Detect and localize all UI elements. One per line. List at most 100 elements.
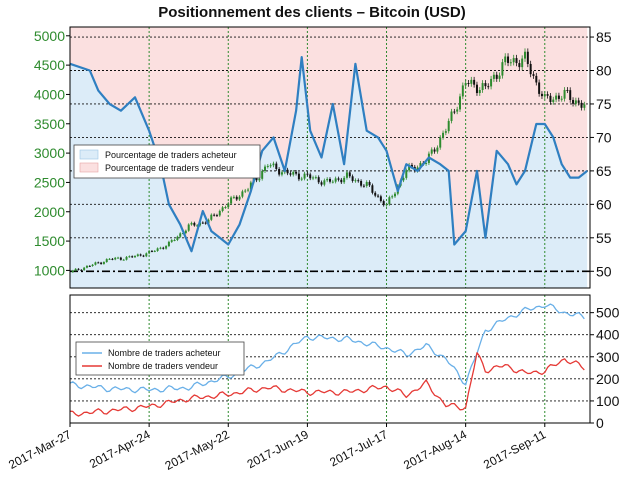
price-candle: [337, 178, 340, 180]
price-candle: [453, 111, 456, 113]
price-candle: [436, 147, 439, 152]
price-candle: [512, 58, 515, 63]
price-candle: [481, 83, 484, 90]
price-candle: [148, 250, 151, 254]
price-candle: [320, 182, 323, 185]
price-candle: [210, 214, 213, 220]
price-candle: [442, 132, 445, 138]
price-candle: [501, 62, 504, 76]
price-candle: [264, 166, 266, 172]
price-candle: [492, 74, 495, 79]
price-candle: [326, 178, 329, 181]
bottom-frame: [69, 294, 591, 424]
price-candle: [184, 230, 187, 234]
price-candle: [131, 256, 134, 258]
price-candle: [425, 162, 428, 164]
legend-label-sellers-count: Nombre de traders vendeur: [108, 361, 218, 371]
price-candle: [334, 178, 337, 182]
price-candle: [289, 173, 292, 175]
price-candle: [173, 240, 176, 242]
legend-top: Pourcentage de traders acheteur Pourcent…: [73, 144, 261, 179]
price-candle: [215, 215, 218, 217]
price-candle: [518, 63, 521, 68]
price-candle: [111, 258, 114, 260]
price-candle: [490, 78, 493, 87]
price-candle: [461, 85, 464, 97]
bottom-panel: 0 100 200 300 400 500: [69, 294, 620, 431]
top-frame: [69, 26, 591, 289]
price-candle: [416, 167, 419, 171]
price-candle: [459, 96, 461, 110]
price-candle: [125, 256, 128, 260]
price-candle: [504, 56, 507, 63]
price-candle: [83, 267, 86, 271]
price-candle: [94, 262, 97, 265]
price-candle: [255, 178, 258, 181]
price-candle: [351, 176, 354, 181]
price-candle: [88, 265, 91, 267]
legend-label-sellers-pct: Pourcentage de traders vendeur: [105, 163, 234, 173]
price-candle: [552, 99, 555, 103]
price-candle: [388, 197, 391, 205]
price-candle: [167, 241, 170, 247]
price-candle: [114, 257, 117, 260]
price-candle: [444, 131, 447, 133]
price-candle: [165, 246, 168, 249]
price-candle: [402, 177, 405, 181]
price-candle: [348, 172, 351, 177]
bottom-tick-label-4: 400: [596, 327, 620, 343]
price-candle: [272, 163, 275, 166]
price-candle: [498, 75, 501, 79]
price-candle: [221, 207, 224, 211]
price-candle: [532, 74, 535, 76]
price-candle: [521, 58, 524, 68]
price-candle: [218, 210, 221, 216]
price-candle: [487, 86, 490, 88]
price-candle: [526, 51, 529, 64]
price-candle: [71, 270, 74, 273]
price-candle: [439, 137, 442, 148]
left-tick-label-8: 5000: [34, 28, 65, 44]
price-candle: [368, 182, 371, 186]
price-candle: [100, 262, 103, 264]
price-candle: [122, 259, 125, 261]
sellers-count-line: [69, 352, 585, 417]
price-candle: [241, 191, 244, 197]
price-candle: [484, 83, 487, 87]
x-tick-label-5: 2017-Aug-14: [401, 427, 469, 472]
sellers-pct-area: [70, 27, 588, 252]
price-candle: [572, 99, 575, 104]
price-candle: [329, 178, 331, 182]
price-candle: [391, 196, 394, 198]
price-candle: [176, 236, 179, 241]
bottom-tick-label-5: 500: [596, 305, 620, 321]
left-tick-label-3: 2500: [34, 174, 65, 190]
price-candle: [495, 74, 498, 79]
price-candle: [295, 171, 298, 174]
right-tick-label-2: 60: [596, 196, 612, 212]
price-candle: [80, 269, 83, 271]
price-candle: [156, 248, 159, 251]
price-candle: [134, 256, 136, 258]
price-candle: [566, 89, 569, 91]
right-tick-label-7: 85: [596, 29, 612, 45]
price-candle: [314, 177, 317, 179]
bottom-tick-label-1: 100: [596, 393, 620, 409]
price-candle: [574, 100, 577, 104]
price-candle: [447, 120, 450, 132]
legend-bottom-box: [75, 341, 245, 376]
legend-swatch-buyers-pct: [79, 149, 99, 160]
price-candle: [247, 189, 250, 191]
price-candle: [292, 171, 295, 175]
right-tick-label-0: 50: [596, 263, 612, 279]
price-candle: [196, 225, 199, 227]
x-tick-label-3: 2017-Jun-19: [245, 427, 311, 471]
price-candle: [419, 162, 422, 168]
price-candle: [563, 89, 566, 99]
price-candle: [150, 250, 153, 252]
price-candle: [297, 173, 300, 180]
chart-title: Positionnement des clients – Bitcoin (US…: [158, 4, 466, 21]
price-candle: [187, 224, 190, 231]
left-tick-label-2: 2000: [34, 204, 65, 220]
